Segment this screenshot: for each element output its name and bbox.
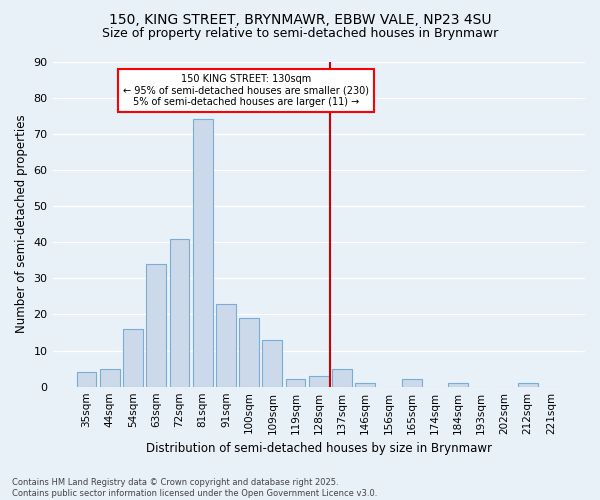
X-axis label: Distribution of semi-detached houses by size in Brynmawr: Distribution of semi-detached houses by … [146, 442, 492, 455]
Bar [402, 380, 422, 386]
Bar [262, 340, 282, 386]
Bar [448, 383, 468, 386]
Bar [77, 372, 97, 386]
Text: 150, KING STREET, BRYNMAWR, EBBW VALE, NP23 4SU: 150, KING STREET, BRYNMAWR, EBBW VALE, N… [109, 12, 491, 26]
Bar [170, 238, 190, 386]
Text: Contains HM Land Registry data © Crown copyright and database right 2025.
Contai: Contains HM Land Registry data © Crown c… [12, 478, 377, 498]
Bar [239, 318, 259, 386]
Bar [286, 380, 305, 386]
Bar [355, 383, 375, 386]
Text: Size of property relative to semi-detached houses in Brynmawr: Size of property relative to semi-detach… [102, 28, 498, 40]
Bar [216, 304, 236, 386]
Text: 150 KING STREET: 130sqm
← 95% of semi-detached houses are smaller (230)
5% of se: 150 KING STREET: 130sqm ← 95% of semi-de… [122, 74, 368, 107]
Bar [146, 264, 166, 386]
Bar [100, 368, 119, 386]
Bar [518, 383, 538, 386]
Bar [309, 376, 329, 386]
Bar [332, 368, 352, 386]
Y-axis label: Number of semi-detached properties: Number of semi-detached properties [15, 115, 28, 334]
Bar [123, 329, 143, 386]
Bar [193, 120, 212, 386]
